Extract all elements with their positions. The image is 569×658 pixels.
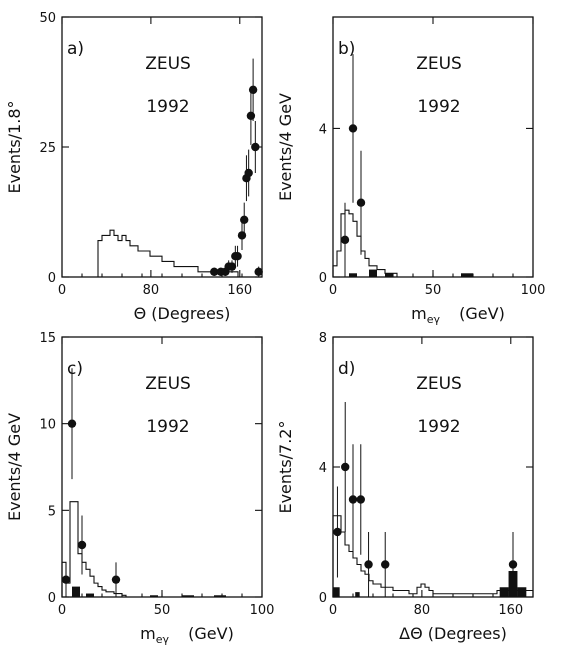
x-tick-label: 100 — [521, 283, 546, 298]
x-axis-label: ΔΘ (Degrees) — [399, 624, 507, 643]
x-axis-label: meγ (GeV) — [411, 304, 505, 326]
y-tick-label: 4 — [319, 461, 327, 476]
y-axis-label: Events/4 GeV — [5, 413, 24, 521]
x-tick-label: 160 — [227, 283, 252, 298]
filled-bar — [150, 595, 158, 597]
y-tick-label: 15 — [39, 331, 56, 346]
filled-bar — [461, 273, 473, 277]
y-axis-label: Events/1.8° — [5, 100, 24, 193]
x-tick-label: 50 — [425, 283, 442, 298]
panel-4: 0 80 160 0 4 8 d) ZEUS 1992 Events/7.2° ΔΘ (Degree… — [276, 331, 534, 643]
y-axis-label: Events/7.2° — [276, 420, 295, 513]
data-point — [364, 560, 373, 569]
data-point — [61, 575, 71, 584]
x-tick-label: 80 — [414, 603, 431, 618]
panel-3: 0 50 100 0 5 10 15 c) ZEUS 1992 Events/4 GeV meγ (G… — [5, 331, 274, 646]
data-point — [341, 462, 350, 472]
data-point — [356, 198, 366, 207]
data-point — [381, 560, 390, 569]
filled-bar — [369, 269, 377, 277]
x-tick-label: 0 — [58, 603, 66, 618]
data-point — [111, 575, 121, 584]
filled-bar — [182, 595, 194, 597]
data-point — [340, 235, 350, 245]
data-point — [246, 111, 256, 121]
y-tick-label: 0 — [48, 591, 56, 606]
y-tick-label: 8 — [319, 331, 327, 346]
data-point — [254, 267, 263, 276]
panel-label: a) — [67, 39, 84, 59]
y-axis-label: Events/4 GeV — [276, 93, 295, 201]
annotation-experiment: ZEUS — [416, 374, 462, 394]
data-point — [77, 540, 87, 550]
y-tick-label: 0 — [319, 271, 327, 286]
data-point — [237, 231, 247, 240]
annotation-experiment: ZEUS — [416, 54, 462, 74]
panel-1: 0 80 160 0 25 50 a) ZEUS 1992 Events/1.8° Θ (Degre… — [5, 11, 263, 323]
data-point — [356, 495, 365, 504]
annotation-experiment: ZEUS — [145, 374, 191, 394]
filled-bar — [214, 595, 226, 597]
annotation-year: 1992 — [146, 417, 189, 437]
data-point — [233, 252, 242, 261]
panel-label: c) — [67, 359, 83, 379]
annotation-year: 1992 — [417, 97, 460, 117]
x-tick-label: 0 — [329, 603, 337, 618]
data-point — [210, 267, 219, 276]
filled-bar — [517, 587, 527, 597]
data-point — [227, 262, 237, 271]
data-point — [251, 142, 260, 152]
x-tick-label: 0 — [58, 283, 66, 298]
panel-label: d) — [338, 359, 355, 379]
annotation-experiment: ZEUS — [145, 54, 191, 74]
data-point — [67, 419, 77, 428]
data-point — [248, 85, 258, 95]
annotation-year: 1992 — [146, 97, 189, 117]
x-tick-label: 0 — [329, 283, 337, 298]
mc-histogram — [61, 501, 127, 597]
y-tick-label: 4 — [319, 122, 327, 137]
filled-bar — [355, 592, 360, 597]
data-point — [348, 495, 358, 504]
x-tick-label: 80 — [143, 283, 160, 298]
x-tick-label: 50 — [154, 603, 171, 618]
filled-bar — [72, 586, 80, 597]
data-point — [333, 527, 342, 537]
y-tick-label: 0 — [319, 591, 327, 606]
data-point — [348, 124, 358, 133]
filled-bar — [499, 587, 509, 597]
y-tick-label: 25 — [39, 141, 56, 156]
x-tick-label: 160 — [498, 603, 523, 618]
annotation-year: 1992 — [417, 417, 460, 437]
y-tick-label: 0 — [48, 271, 56, 286]
mc-histogram — [332, 515, 534, 597]
x-axis-label: meγ (GeV) — [140, 624, 234, 646]
filled-bar — [385, 273, 393, 277]
data-point — [508, 560, 518, 569]
filled-bar — [333, 587, 340, 597]
panel-label: b) — [338, 39, 355, 59]
x-axis-label: Θ (Degrees) — [134, 304, 231, 323]
mc-histogram — [97, 229, 239, 277]
filled-bar — [86, 593, 94, 597]
y-tick-label: 10 — [39, 418, 56, 433]
y-tick-label: 5 — [48, 504, 56, 519]
panel-2: 0 50 100 0 4 b) ZEUS 1992 Events/4 GeV meγ (GeV) — [276, 16, 546, 326]
x-tick-label: 100 — [250, 603, 275, 618]
filled-bar — [349, 273, 357, 277]
y-tick-label: 50 — [39, 11, 56, 26]
mc-histogram — [332, 209, 398, 277]
data-point — [244, 168, 253, 178]
data-point — [240, 215, 249, 224]
